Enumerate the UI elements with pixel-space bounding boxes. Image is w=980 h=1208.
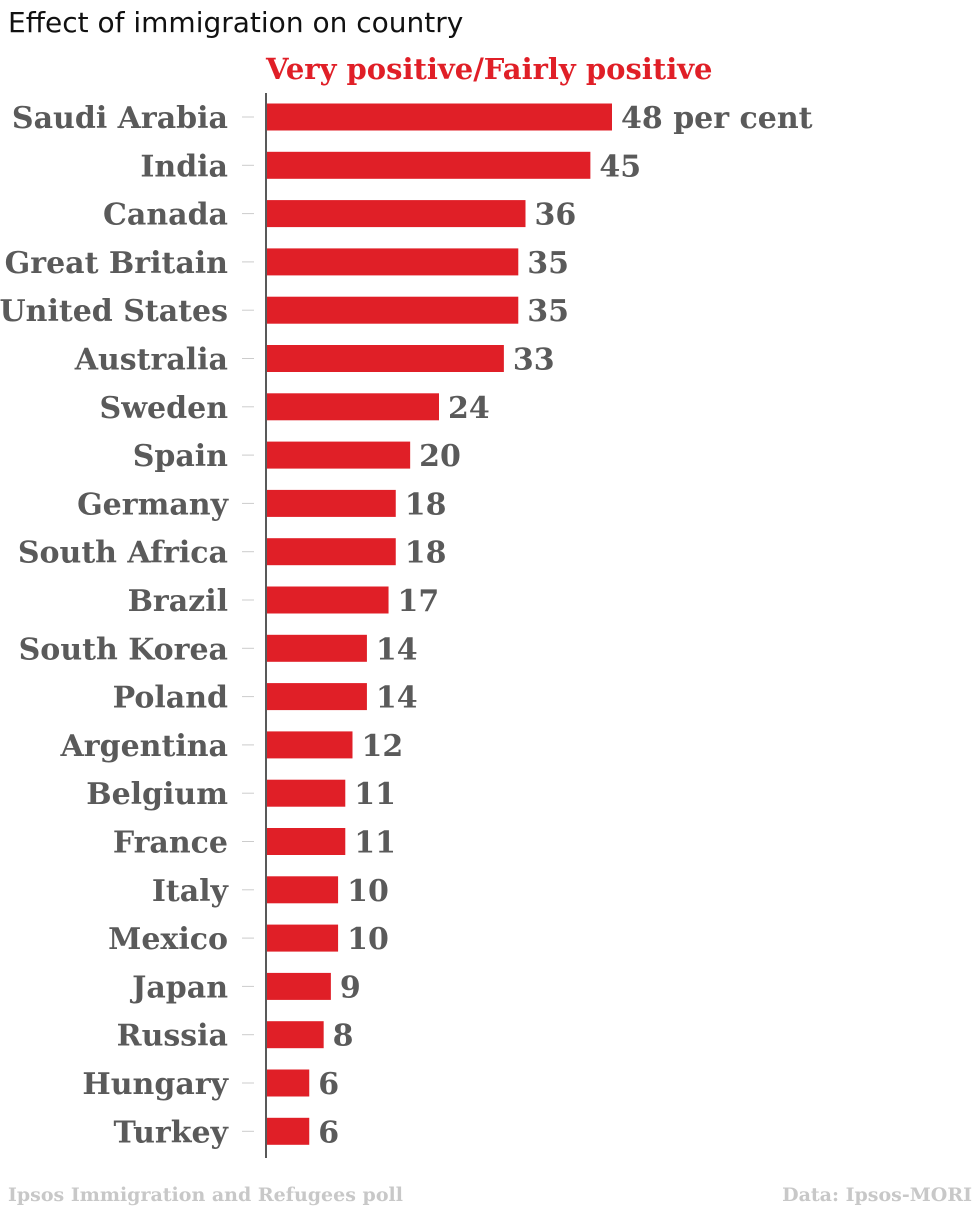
category-label: France — [113, 826, 228, 861]
value-label: 17 — [398, 584, 440, 619]
category-label: Belgium — [86, 777, 228, 812]
bar — [267, 828, 346, 855]
category-label: Turkey — [114, 1115, 230, 1150]
bar — [267, 296, 519, 324]
category-label: Germany — [77, 487, 230, 522]
bar — [267, 1069, 310, 1097]
bar — [267, 972, 331, 1000]
value-label: 6 — [318, 1115, 339, 1150]
category-label: India — [140, 149, 228, 184]
series-legend-label: Very positive/Fairly positive — [265, 52, 713, 86]
value-label: 10 — [347, 922, 389, 957]
category-label: Hungary — [82, 1067, 229, 1102]
bar — [267, 634, 367, 662]
bar — [267, 1021, 324, 1049]
value-label: 18 — [405, 536, 447, 571]
category-label: Italy — [152, 874, 230, 909]
bar — [267, 538, 396, 566]
category-label: Russia — [117, 1019, 228, 1054]
bar — [267, 1117, 310, 1145]
bar — [267, 731, 353, 759]
bar — [267, 103, 612, 131]
bar — [267, 489, 396, 517]
value-label: 35 — [527, 294, 569, 329]
bar — [267, 683, 367, 711]
value-label: 12 — [362, 729, 404, 764]
category-label: United States — [0, 294, 228, 329]
value-label: 36 — [535, 198, 577, 233]
bar — [267, 151, 591, 179]
category-label: Sweden — [100, 391, 229, 426]
value-label: 35 — [527, 246, 569, 281]
value-label: 14 — [376, 681, 418, 716]
bar — [267, 393, 439, 421]
category-label: Spain — [133, 439, 228, 474]
value-label: 33 — [513, 343, 555, 378]
value-label: 9 — [340, 970, 361, 1005]
category-label: Poland — [113, 681, 228, 716]
bars-layer: Saudi Arabia 48 per cent India 45 Canada 36 Gr… — [0, 101, 813, 1150]
bar — [267, 586, 389, 614]
bar — [267, 779, 346, 807]
value-label: 20 — [419, 439, 461, 474]
category-label: Australia — [74, 343, 228, 378]
category-label: Saudi Arabia — [12, 101, 228, 136]
footer-source-right: Data: Ipsos-MORI — [782, 1184, 972, 1206]
value-label: 48 per cent — [621, 101, 813, 136]
bar — [267, 441, 411, 469]
category-label: Brazil — [128, 584, 228, 619]
category-label: Great Britain — [5, 246, 229, 281]
footer-source-left: Ipsos Immigration and Refugees poll — [8, 1184, 403, 1206]
bar — [267, 248, 519, 276]
page-title: Effect of immigration on country — [8, 6, 464, 39]
value-label: 8 — [333, 1019, 354, 1054]
value-label: 45 — [599, 149, 641, 184]
category-label: Japan — [129, 970, 228, 1005]
value-label: 11 — [354, 826, 396, 861]
bar — [267, 345, 504, 372]
value-label: 11 — [354, 777, 396, 812]
value-label: 24 — [448, 391, 490, 426]
category-label: Mexico — [108, 922, 228, 957]
value-label: 18 — [405, 487, 447, 522]
category-label: South Africa — [18, 536, 228, 571]
bar — [267, 200, 526, 228]
value-label: 6 — [318, 1067, 339, 1102]
category-label: Argentina — [60, 729, 228, 764]
value-label: 10 — [347, 874, 389, 909]
bar — [267, 876, 339, 904]
bar — [267, 924, 339, 952]
category-label: Canada — [103, 198, 228, 233]
category-label: South Korea — [19, 632, 228, 667]
value-label: 14 — [376, 632, 418, 667]
